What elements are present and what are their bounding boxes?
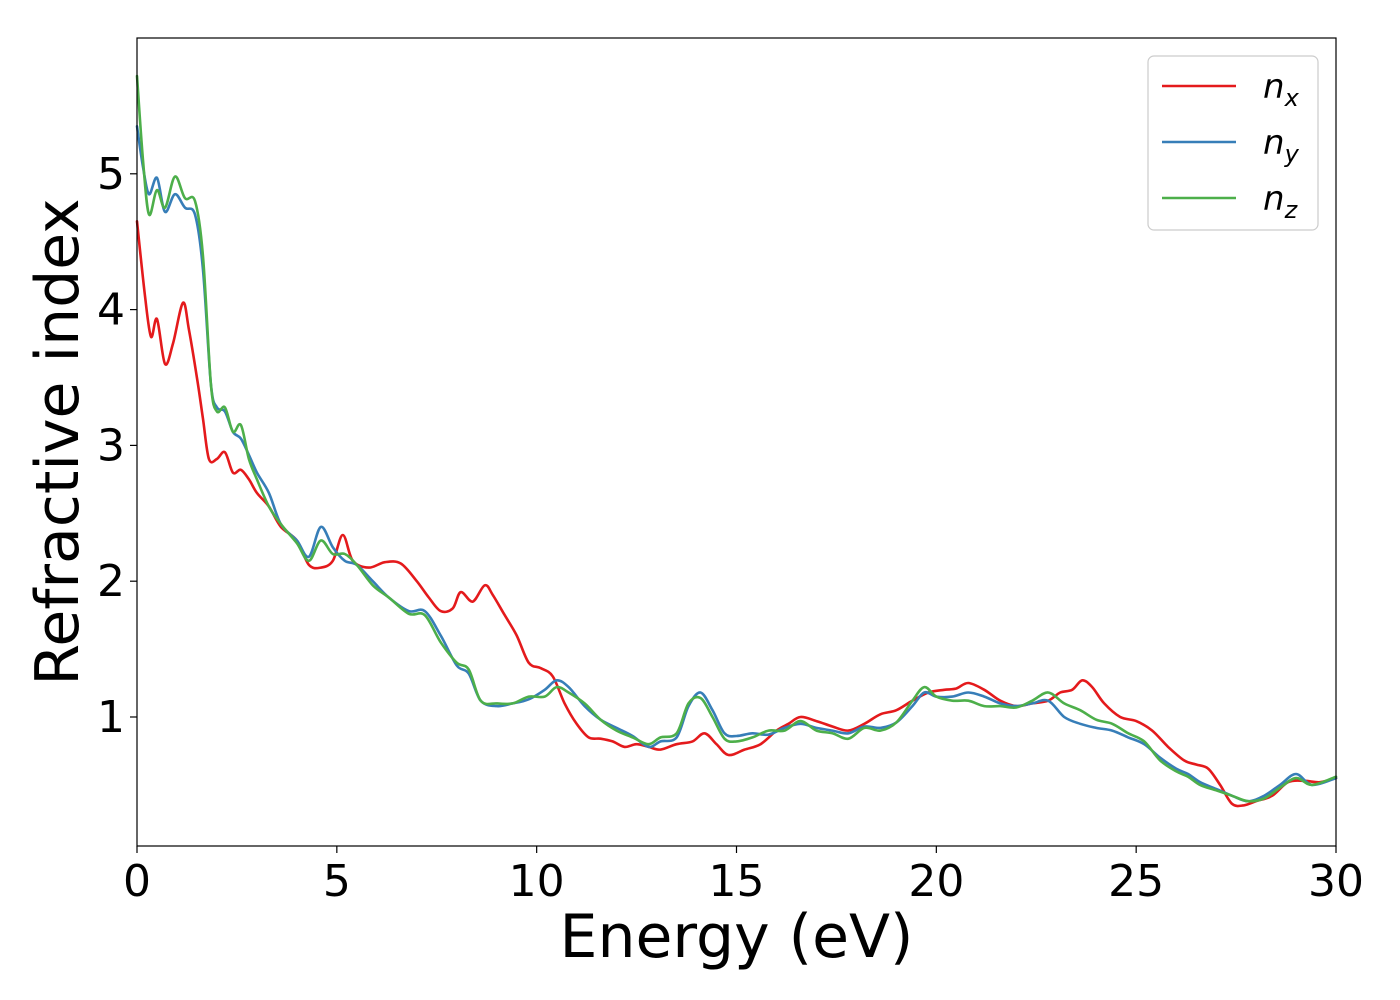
legend-label-n-z: nz — [1263, 179, 1299, 224]
x-tick-label: 20 — [908, 856, 964, 907]
x-tick-label: 30 — [1308, 856, 1364, 907]
x-axis: 0 5 10 15 20 25 30 — [123, 846, 1364, 907]
y-tick-label: 2 — [97, 556, 125, 607]
legend-label-n-y: ny — [1263, 123, 1300, 168]
x-tick-label: 5 — [323, 856, 351, 907]
x-axis-label: Energy (eV) — [560, 902, 914, 972]
y-tick-label: 5 — [97, 149, 125, 200]
x-tick-label: 25 — [1108, 856, 1164, 907]
y-tick-label: 1 — [97, 692, 125, 743]
series-layer — [135, 74, 1338, 808]
x-tick-label: 15 — [709, 856, 765, 907]
legend-label-n-x: nx — [1263, 67, 1300, 112]
y-tick-label: 3 — [97, 420, 125, 471]
y-axis: 1 2 3 4 5 — [97, 149, 137, 743]
y-tick-label: 4 — [97, 285, 125, 336]
x-tick-label: 0 — [123, 856, 151, 907]
legend: nx ny nz — [1147, 55, 1319, 231]
y-axis-label: Refractive index — [23, 198, 93, 685]
series-line-n-y — [135, 125, 1338, 803]
series-line-n-z — [135, 74, 1338, 803]
x-tick-label: 10 — [509, 856, 565, 907]
